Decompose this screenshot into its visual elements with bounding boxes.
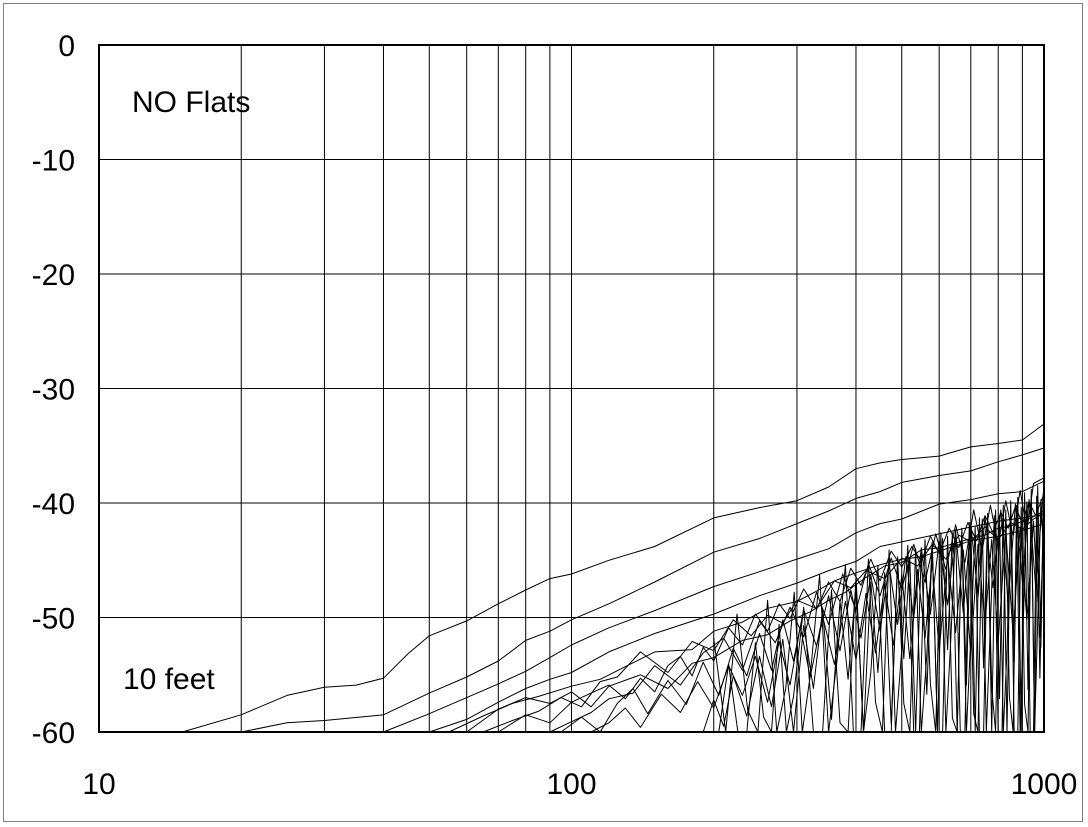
- y-tick-label: -10: [32, 145, 75, 178]
- y-tick-label: -60: [32, 717, 75, 750]
- x-tick-label: 1000: [1011, 768, 1078, 801]
- x-tick-label: 10: [82, 768, 115, 801]
- series-line-3: [383, 480, 1045, 733]
- annotation-no-flats: NO Flats: [132, 86, 250, 119]
- y-tick-label: -50: [32, 603, 75, 636]
- y-tick-label: -40: [32, 488, 75, 521]
- series-line-10: [560, 484, 1045, 733]
- series-layer: [182, 423, 1045, 733]
- y-tick-label: 0: [58, 30, 75, 63]
- series-line-14: [718, 499, 1045, 733]
- annotation-10-feet: 10 feet: [123, 663, 215, 696]
- chart-frame: 0 -10 -20 -30 -40 -50 -60 10 100 1000 NO Flats 10…: [3, 3, 1083, 822]
- plot-area-border: [98, 44, 1045, 733]
- x-tick-label: 100: [546, 768, 596, 801]
- series-line-5: [448, 523, 1045, 733]
- series-line-2: [241, 447, 1045, 733]
- series-line-9: [549, 477, 1045, 733]
- series-line-1: [182, 423, 1045, 733]
- series-line-13: [713, 475, 1045, 733]
- y-tick-label: -20: [32, 259, 75, 292]
- y-tick-label: -30: [32, 374, 75, 407]
